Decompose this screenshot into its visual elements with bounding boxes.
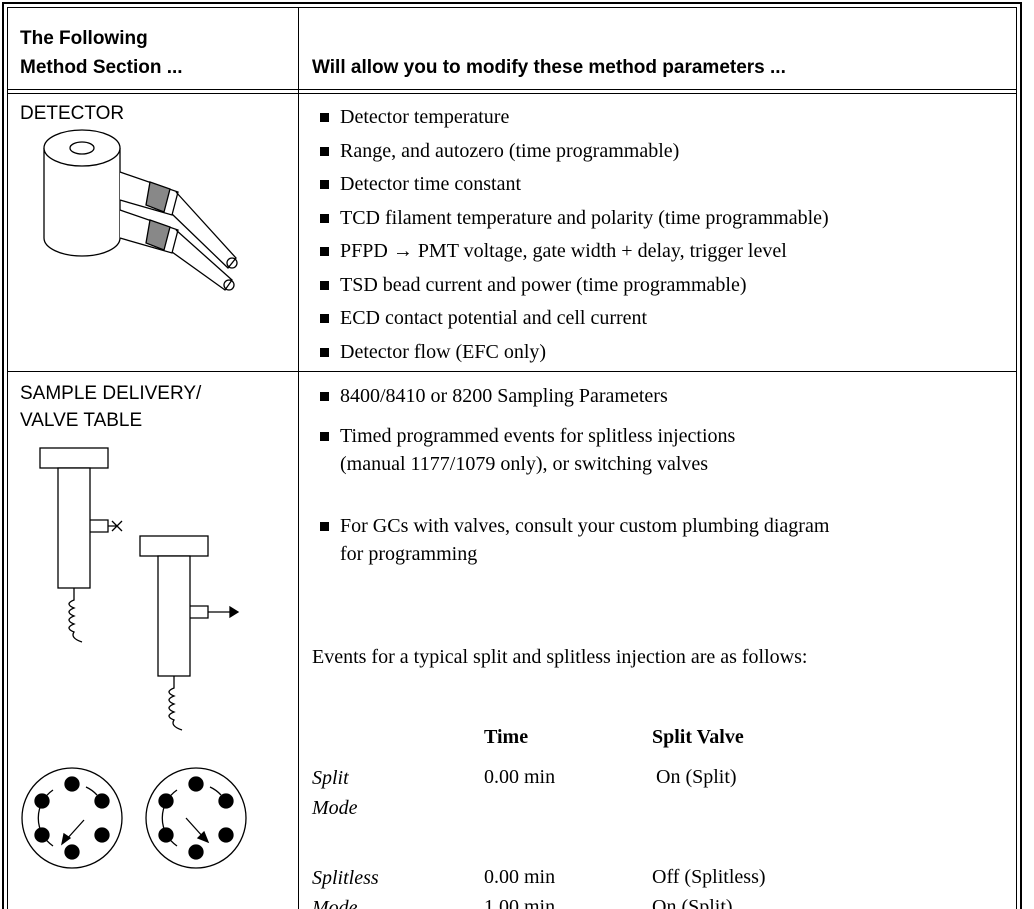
events-header: Split Valve	[652, 726, 744, 748]
border	[2, 2, 4, 909]
detector-icon	[43, 129, 238, 291]
bullet-item: Timed programmed events for splitless in…	[318, 422, 735, 478]
bullet-item: TCD filament temperature and polarity (t…	[318, 204, 829, 232]
bullet-item: 8400/8410 or 8200 Sampling Parameters	[318, 382, 668, 410]
border	[1016, 7, 1017, 909]
row-divider	[7, 93, 1017, 94]
row-divider	[7, 89, 1017, 90]
note: Events for a typical split and splitless…	[312, 646, 808, 668]
events-header: Time	[484, 726, 529, 748]
injector-icon	[39, 447, 240, 731]
bullet-item: Detector temperature	[318, 103, 509, 131]
border	[7, 7, 8, 909]
bullet-item: Detector flow (EFC only)	[318, 338, 546, 366]
event-time: 0.00 min	[484, 866, 556, 888]
event-valve: Off (Splitless)	[652, 866, 766, 888]
illustrations	[21, 129, 247, 869]
bullet-item: TSD bead current and power (time program…	[318, 271, 747, 299]
section-name: DETECTOR	[20, 103, 125, 124]
event-mode: Splitless Mode	[312, 867, 379, 909]
header-cell: Will allow you to modify these method pa…	[312, 57, 786, 78]
bullet-item: For GCs with valves, consult your custom…	[318, 512, 829, 568]
bullet-item: Detector time constant	[318, 170, 521, 198]
event-mode: Split Mode	[312, 767, 358, 819]
header-cell: The Following Method Section ...	[20, 28, 183, 78]
event-valve: On (Split)	[652, 896, 733, 909]
bullet-item: ECD contact potential and cell current	[318, 304, 647, 332]
border	[2, 2, 1022, 4]
bullet-item: PFPD → PMT voltage, gate width + delay, …	[318, 237, 787, 265]
event-valve: On (Split)	[656, 766, 737, 788]
border	[7, 7, 1017, 8]
section-name: SAMPLE DELIVERY/ VALVE TABLE	[20, 383, 202, 431]
event-time: 1.00 min	[484, 896, 556, 909]
bullet-item: Range, and autozero (time programmable)	[318, 137, 679, 165]
column-divider	[298, 7, 299, 909]
valve-icon	[21, 767, 247, 869]
row-divider	[7, 371, 1017, 372]
event-time: 0.00 min	[484, 766, 556, 788]
border	[1020, 2, 1022, 909]
